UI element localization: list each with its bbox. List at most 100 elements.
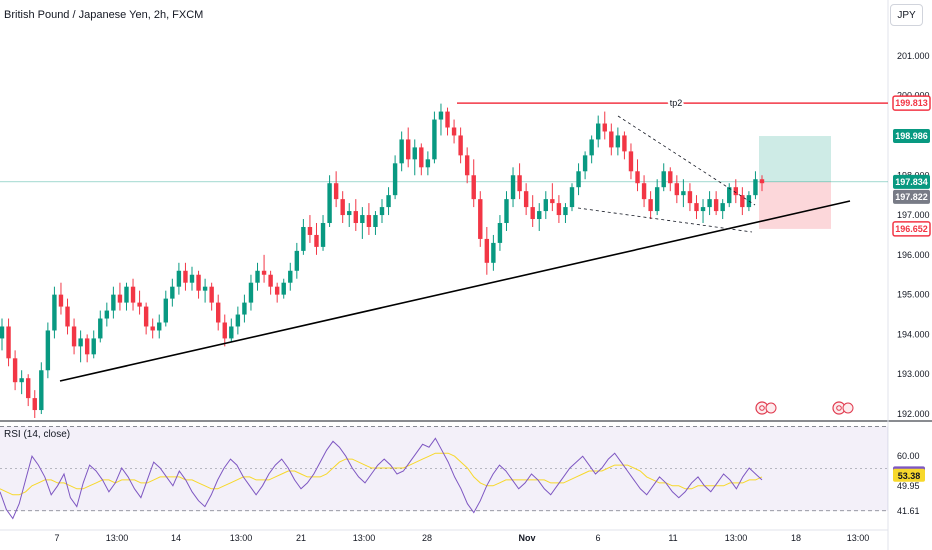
candle-body — [314, 234, 319, 247]
candle-body — [301, 226, 306, 251]
candle-body — [432, 119, 437, 160]
rsi-band — [0, 426, 888, 511]
candle-body — [170, 286, 175, 299]
candle-body — [720, 203, 725, 212]
price-tick-label: 193.000 — [897, 369, 930, 379]
calendar-event-icon[interactable] — [759, 405, 765, 411]
candle-body — [196, 274, 201, 291]
candle-body — [576, 171, 581, 188]
candle-body — [523, 191, 529, 208]
candle-body — [248, 282, 254, 303]
candle-body — [543, 199, 548, 212]
price-badge[interactable] — [893, 189, 930, 204]
time-tick-label: 21 — [296, 533, 306, 543]
price-tick-label: 201.000 — [897, 51, 930, 61]
price-badge[interactable] — [893, 174, 930, 189]
time-tick-label: 6 — [595, 533, 600, 543]
price-badge[interactable] — [892, 95, 931, 111]
candle-body — [84, 338, 90, 355]
candle-body — [242, 302, 247, 315]
candle-body — [412, 147, 417, 160]
candle-body — [740, 195, 745, 208]
candle-body — [130, 286, 136, 303]
candle-body — [281, 282, 286, 295]
candle-body — [45, 330, 51, 371]
rsi-ma-line[interactable] — [0, 452, 763, 496]
candle-body — [150, 326, 155, 331]
candle-body — [379, 207, 385, 216]
time-tick-label: 14 — [171, 533, 181, 543]
candle-body — [556, 203, 562, 216]
rsi-tick-label: 41.61 — [897, 506, 920, 516]
long-position-stop-zone[interactable] — [759, 181, 831, 229]
candle-body — [320, 223, 326, 247]
candle-body — [78, 338, 83, 347]
rsi-badge-label: 53.38 — [898, 471, 921, 481]
candle-body — [288, 270, 293, 283]
calendar-event-icon[interactable] — [836, 405, 842, 411]
candle-body — [19, 378, 24, 383]
time-tick-label: 13:00 — [847, 533, 870, 543]
candle-body — [615, 135, 621, 148]
rsi-indicator-label[interactable]: RSI (14, close) — [4, 429, 71, 440]
candle-body — [438, 111, 444, 120]
candle-body — [759, 179, 765, 184]
candle-body — [694, 203, 699, 212]
calendar-event-icon[interactable] — [842, 402, 854, 414]
wedge-upper-line[interactable] — [617, 115, 756, 206]
candle-body — [687, 191, 693, 204]
candle-body — [458, 135, 463, 156]
candle-body — [681, 191, 686, 196]
candle-body — [425, 159, 431, 168]
candle-body — [12, 358, 18, 383]
chart-title: British Pound / Japanese Yen, 2h, FXCM — [4, 9, 204, 21]
candle-body — [117, 294, 123, 303]
price-badge[interactable] — [893, 129, 930, 144]
candle-body — [464, 155, 470, 176]
candle-body — [104, 310, 110, 319]
price-tick-label: 195.000 — [897, 290, 930, 300]
time-tick-label: 13:00 — [725, 533, 748, 543]
rsi-line[interactable] — [0, 437, 763, 520]
price-tick-label: 196.000 — [897, 250, 930, 260]
candle-body — [98, 318, 103, 339]
rsi-badge[interactable] — [893, 468, 925, 482]
candle-body — [163, 298, 168, 323]
candle-body — [727, 187, 732, 204]
candle-body — [700, 207, 706, 212]
candle-body — [307, 226, 313, 235]
candle-body — [478, 199, 483, 239]
candle-body — [674, 183, 680, 196]
candle-body — [707, 199, 712, 208]
candle-body — [111, 294, 116, 311]
price-badge-label: 197.822 — [895, 192, 928, 202]
candle-body — [26, 378, 31, 399]
candle-body — [517, 175, 522, 192]
time-tick-label: 7 — [54, 533, 59, 543]
wedge-lower-line[interactable] — [577, 207, 753, 233]
time-tick-label: 13:00 — [353, 533, 376, 543]
rising-trendline[interactable] — [59, 200, 851, 382]
candle-body — [274, 286, 280, 295]
currency-button[interactable]: JPY — [890, 4, 923, 26]
candle-body — [202, 286, 208, 291]
candle-body — [91, 338, 96, 355]
candle-body — [353, 211, 358, 224]
long-position-target-zone[interactable] — [759, 136, 831, 182]
time-tick-label: Nov — [518, 533, 535, 543]
candle-body — [563, 207, 568, 216]
candle-body — [32, 398, 37, 411]
price-tick-label: 194.000 — [897, 329, 930, 339]
candle-body — [65, 306, 70, 327]
price-badge[interactable] — [892, 221, 931, 237]
candle-body — [510, 175, 516, 200]
rsi-tick-label: 49.95 — [897, 481, 920, 491]
time-tick-label: 18 — [791, 533, 801, 543]
candle-body — [582, 155, 588, 172]
calendar-event-icon[interactable] — [765, 402, 777, 414]
candle-body — [235, 314, 241, 327]
candle-body — [537, 211, 542, 220]
candle-body — [661, 171, 666, 188]
candle-body — [589, 139, 594, 156]
